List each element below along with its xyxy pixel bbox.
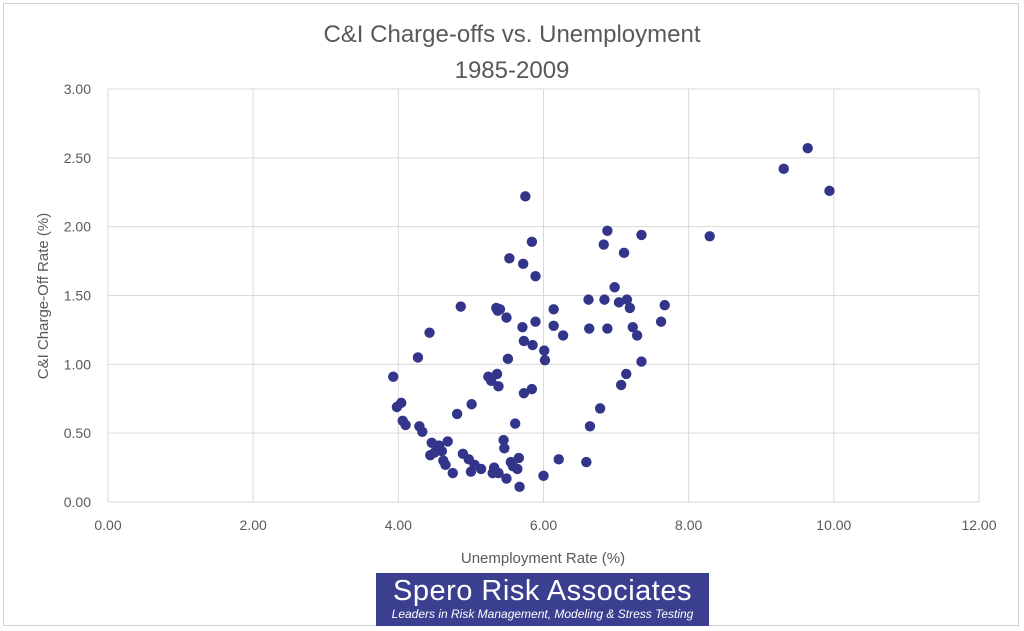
data-point: [636, 356, 647, 367]
data-point: [493, 381, 504, 392]
data-point: [527, 339, 538, 351]
data-point: [475, 463, 487, 475]
x-tick-label: 0.00: [94, 517, 121, 533]
y-tick-label: 2.50: [64, 150, 91, 166]
data-point: [440, 459, 451, 471]
data-point: [539, 345, 550, 356]
data-point: [824, 185, 835, 197]
data-point: [609, 282, 620, 293]
data-point: [509, 418, 521, 429]
data-point: [424, 327, 435, 338]
data-point: [447, 467, 458, 479]
data-point: [442, 436, 453, 447]
data-point: [526, 383, 538, 395]
data-point: [417, 426, 428, 437]
x-tick-label: 4.00: [385, 517, 412, 533]
chart-title: C&I Charge-offs vs. Unemployment: [323, 21, 701, 48]
data-point: [624, 302, 636, 314]
data-point: [513, 452, 525, 464]
data-point: [499, 443, 510, 454]
data-point: [602, 323, 613, 334]
x-axis-title: Unemployment Rate (%): [461, 550, 625, 567]
data-point: [704, 231, 715, 242]
y-tick-label: 1.00: [64, 356, 91, 372]
gridlines: [107, 88, 980, 503]
data-point: [618, 247, 630, 259]
data-point: [557, 330, 569, 341]
data-point: [491, 368, 503, 380]
data-point: [548, 304, 559, 315]
data-point: [493, 467, 504, 479]
x-axis-ticks: 0.00 2.00 4.00 6.00 8.00 10.00 12.00: [94, 517, 996, 533]
x-tick-label: 6.00: [530, 517, 557, 533]
data-point: [518, 388, 530, 399]
data-point: [494, 304, 506, 315]
data-point: [539, 355, 551, 366]
data-point: [627, 321, 638, 333]
company-tagline: Leaders in Risk Management, Modeling & S…: [391, 607, 694, 621]
data-point: [518, 335, 530, 347]
data-point: [388, 371, 399, 382]
data-point: [631, 330, 643, 341]
y-tick-label: 3.00: [64, 81, 91, 97]
data-point: [455, 301, 466, 312]
y-tick-label: 0.50: [64, 425, 91, 441]
data-point: [584, 323, 595, 334]
data-point: [486, 375, 497, 387]
y-axis-ticks: 0.00 0.50 1.00 1.50 2.00 2.50 3.00: [64, 81, 91, 510]
y-tick-label: 1.50: [64, 288, 91, 304]
data-point: [659, 299, 670, 311]
data-point: [613, 297, 625, 308]
data-point: [548, 320, 559, 331]
data-point: [655, 316, 667, 327]
data-point: [504, 253, 515, 264]
data-point: [583, 294, 594, 305]
data-point: [412, 352, 424, 363]
data-point: [530, 316, 541, 327]
data-point: [581, 456, 592, 468]
data-point: [594, 403, 606, 414]
data-point: [396, 397, 407, 409]
x-tick-label: 8.00: [675, 517, 702, 533]
data-point: [636, 229, 647, 241]
x-tick-label: 10.00: [816, 517, 851, 533]
data-point: [599, 294, 610, 305]
data-point: [498, 434, 509, 446]
chart-frame: [3, 3, 1019, 626]
data-point: [615, 379, 627, 391]
data-point: [802, 142, 813, 154]
data-point: [520, 191, 531, 202]
data-point: [584, 421, 596, 432]
data-point: [553, 454, 564, 465]
y-tick-label: 0.00: [64, 494, 91, 510]
data-point: [501, 312, 512, 323]
data-point: [538, 470, 549, 482]
data-point: [512, 463, 523, 475]
data-point: [466, 399, 477, 410]
data-point: [514, 481, 525, 493]
company-name: Spero Risk Associates: [392, 575, 692, 607]
y-axis-title: C&I Charge-Off Rate (%): [35, 213, 52, 379]
chart-subtitle: 1985-2009: [454, 57, 570, 84]
data-point: [517, 258, 529, 270]
x-tick-label: 2.00: [240, 517, 267, 533]
data-point: [598, 239, 609, 250]
data-point: [621, 294, 633, 305]
y-tick-label: 2.00: [64, 219, 91, 235]
data-point: [530, 271, 541, 282]
data-point: [451, 408, 463, 420]
data-point: [602, 225, 613, 236]
data-point: [517, 321, 528, 333]
data-point: [436, 445, 448, 457]
data-point: [621, 368, 632, 380]
data-point: [501, 473, 512, 484]
data-point: [778, 163, 789, 175]
data-points: [388, 142, 835, 493]
data-point: [526, 236, 538, 248]
company-banner: Spero Risk Associates Leaders in Risk Ma…: [376, 573, 709, 626]
x-tick-label: 12.00: [961, 517, 996, 533]
data-point: [502, 353, 514, 365]
data-point: [400, 419, 411, 431]
